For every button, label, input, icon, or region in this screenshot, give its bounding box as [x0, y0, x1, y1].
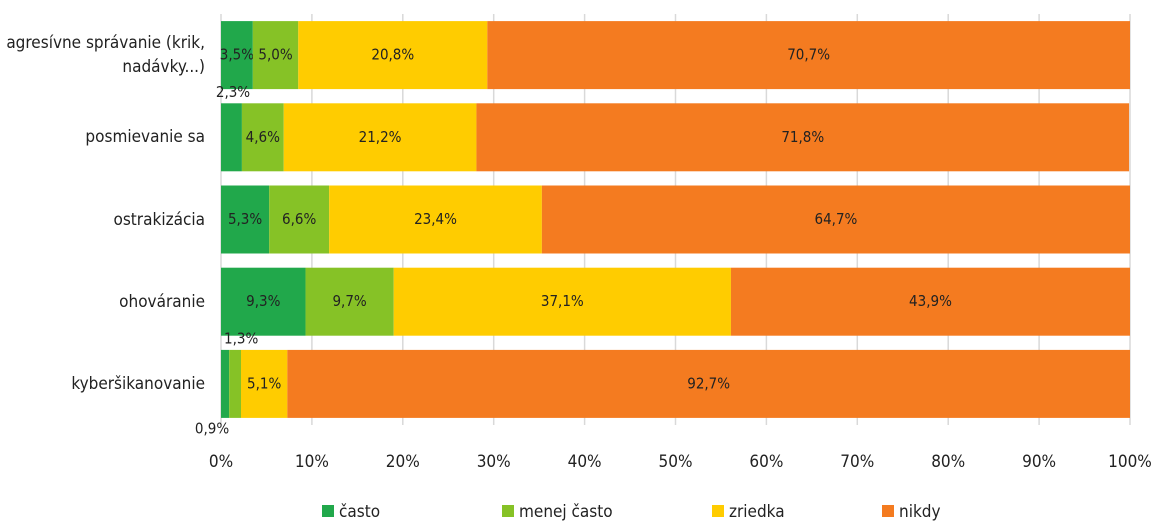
data-label: 5,0% [258, 46, 292, 64]
x-tick-label: 60% [749, 452, 783, 472]
x-tick-label: 50% [659, 452, 693, 472]
category-label: ostrakizácia [113, 209, 205, 230]
data-label: 5,3% [228, 210, 262, 228]
data-label: 9,7% [332, 292, 366, 310]
legend-swatch [712, 505, 724, 517]
bar-segment [221, 103, 242, 172]
x-tick-label: 30% [477, 452, 511, 472]
bar-segment [221, 267, 306, 336]
data-label: 1,3% [224, 329, 258, 347]
bar-segment [393, 267, 731, 336]
bar-segment [730, 267, 1130, 336]
category-label: ohováranie [119, 291, 205, 312]
data-label: 92,7% [687, 374, 730, 392]
legend-label: zriedka [729, 502, 785, 522]
bar-segment [221, 349, 230, 418]
data-label: 2,3% [216, 83, 250, 101]
bar-segment [287, 349, 1130, 418]
data-label: 23,4% [414, 210, 457, 228]
bar-segment [241, 103, 284, 172]
bar-segment [229, 349, 241, 418]
bar-segment [487, 21, 1130, 90]
data-label: 37,1% [541, 292, 584, 310]
data-label: 3,5% [220, 46, 254, 64]
x-tick-label: 20% [386, 452, 420, 472]
data-label: 5,1% [247, 374, 281, 392]
x-tick-label: 0% [209, 452, 233, 472]
x-tick-label: 70% [840, 452, 874, 472]
data-label: 43,9% [909, 292, 952, 310]
bar-segment [329, 185, 542, 254]
legend-label: často [339, 502, 380, 522]
bar-segment [476, 103, 1130, 172]
bar-segment [240, 349, 288, 418]
legend-swatch [882, 505, 894, 517]
data-label: 64,7% [815, 210, 858, 228]
data-label: 4,6% [246, 128, 280, 146]
x-tick-label: 90% [1022, 452, 1056, 472]
category-label: agresívne správanie (krik, nadávky...) [6, 33, 205, 78]
data-label: 6,6% [282, 210, 316, 228]
bar-segment [283, 103, 477, 172]
category-label: posmievanie sa [85, 127, 205, 148]
category-label: kyberšikanovanie [71, 373, 205, 394]
bar-segment [269, 185, 330, 254]
x-tick-label: 100% [1108, 452, 1152, 472]
bar-segment [252, 21, 299, 90]
bar-segment [221, 185, 270, 254]
bar-segment [221, 21, 253, 90]
legend-label: menej často [519, 502, 613, 522]
x-tick-label: 10% [295, 452, 329, 472]
legend-swatch [502, 505, 514, 517]
data-label: 71,8% [781, 128, 824, 146]
legend-label: nikdy [899, 502, 941, 522]
data-label: 21,2% [359, 128, 402, 146]
data-label: 20,8% [371, 46, 414, 64]
x-tick-label: 80% [931, 452, 965, 472]
bar-segment [298, 21, 488, 90]
bar-segment [541, 185, 1130, 254]
data-label: 70,7% [787, 46, 830, 64]
data-label: 9,3% [246, 292, 280, 310]
data-label: 0,9% [195, 419, 229, 437]
legend-swatch [322, 505, 334, 517]
bar-segment [305, 267, 394, 336]
x-tick-label: 40% [568, 452, 602, 472]
